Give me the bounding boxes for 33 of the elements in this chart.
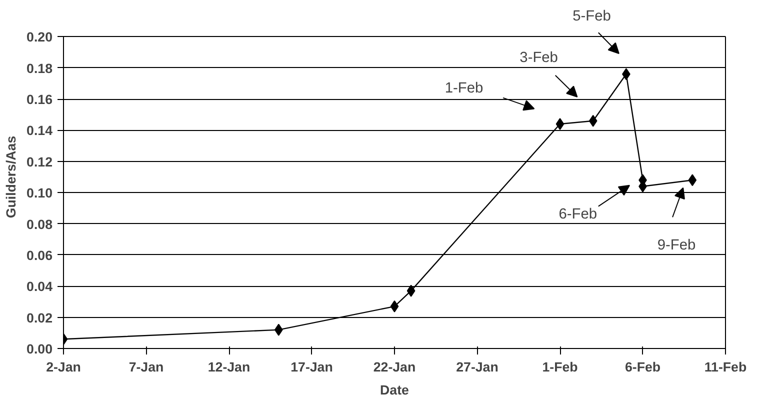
annotation: 9-Feb (657, 237, 696, 254)
x-tick-label: 27-Jan (456, 360, 498, 374)
point (688, 174, 697, 186)
y-tick-label: 0.20 (26, 30, 53, 45)
y-tick-label: 0.04 (26, 279, 54, 294)
point (390, 300, 399, 312)
y-tick-label: 0.10 (26, 186, 53, 201)
x-tick-label: 6-Feb (624, 360, 661, 374)
point (556, 118, 564, 130)
y-tick-label: 0.18 (26, 60, 53, 76)
y-tick-label: 0.06 (26, 248, 53, 263)
y-tick-label: 0.14 (26, 123, 54, 138)
point (406, 284, 416, 297)
x-axis-title: Date (380, 382, 409, 398)
y-tick-label: 0.00 (26, 342, 53, 356)
x-tick-label: 1-Feb (542, 360, 578, 374)
x-tick-label: 22-Jan (373, 360, 416, 374)
x-tick-label: 11-Feb (704, 360, 747, 374)
x-tick-label: 17-Jan (290, 360, 333, 374)
x-tick-label: 7-Jan (128, 360, 164, 374)
annotation: 6-Feb (558, 206, 598, 223)
y-axis-title: Guilders/Aas (4, 136, 19, 218)
y-tick-label: 0.02 (26, 310, 53, 326)
annotation: 3-Feb (520, 50, 558, 66)
point (588, 114, 598, 127)
y-tick-label: 0.16 (26, 92, 53, 108)
y-tick-label: 0.12 (26, 154, 53, 170)
text: 5-Feb (572, 8, 611, 25)
point (274, 324, 283, 336)
annotation: 1-Feb (444, 80, 484, 96)
y-tick-label: 0.08 (26, 216, 53, 232)
x-tick-label: 12-Jan (208, 360, 250, 374)
x-tick-label: 2-Jan (46, 360, 81, 374)
